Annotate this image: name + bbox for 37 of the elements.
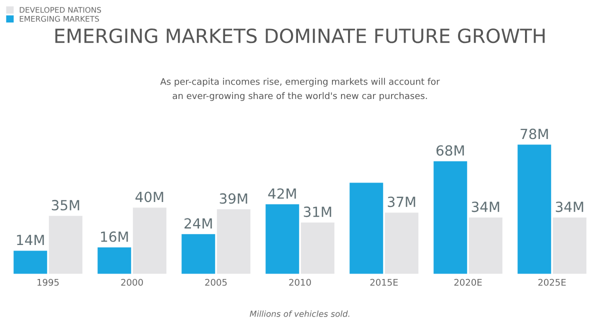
bar [434,161,468,274]
chart-subtitle: As per-capita incomes rise, emerging markets will account for an ever-growing share of the world's new car purchases. [160,78,440,101]
x-tick-label: 2005 [205,278,227,286]
bar [518,144,552,274]
data-label: 39M [220,193,248,204]
data-label: 24M [184,218,212,228]
data-label: 14M [17,234,44,246]
chart-title: EMERGING MARKETS DOMINATE FUTURE GROWTH [55,28,545,44]
bar [384,212,418,274]
data-label: 42M [268,188,296,199]
data-label: 78M [520,128,548,140]
bar [48,216,82,274]
bar [98,247,132,274]
x-tick-label: 2025E [538,278,566,286]
bar [468,218,502,274]
x-tick-label: 1995 [38,278,59,286]
bar [182,234,216,274]
data-label: 34M [556,202,584,212]
data-label: 35M [52,200,80,210]
bar [266,204,300,274]
x-tick-label: 2020E [454,278,482,286]
text: Millions of vehicles sold. [250,310,350,317]
bar [300,222,334,274]
bar [216,209,250,274]
x-tick-label: 2015E [370,278,398,286]
bar [14,250,48,274]
data-label: 34M [472,202,500,212]
data-label: 68M [436,145,464,156]
x-tick-label: 2010 [289,278,311,286]
bar [132,208,166,274]
bar [552,218,586,274]
data-label: 37M [388,196,416,208]
bar [350,182,384,274]
data-label: 16M [101,231,128,242]
data-label: 31M [304,206,332,218]
x-tick-label: 2000 [121,278,143,286]
data-label: 40M [135,192,164,202]
